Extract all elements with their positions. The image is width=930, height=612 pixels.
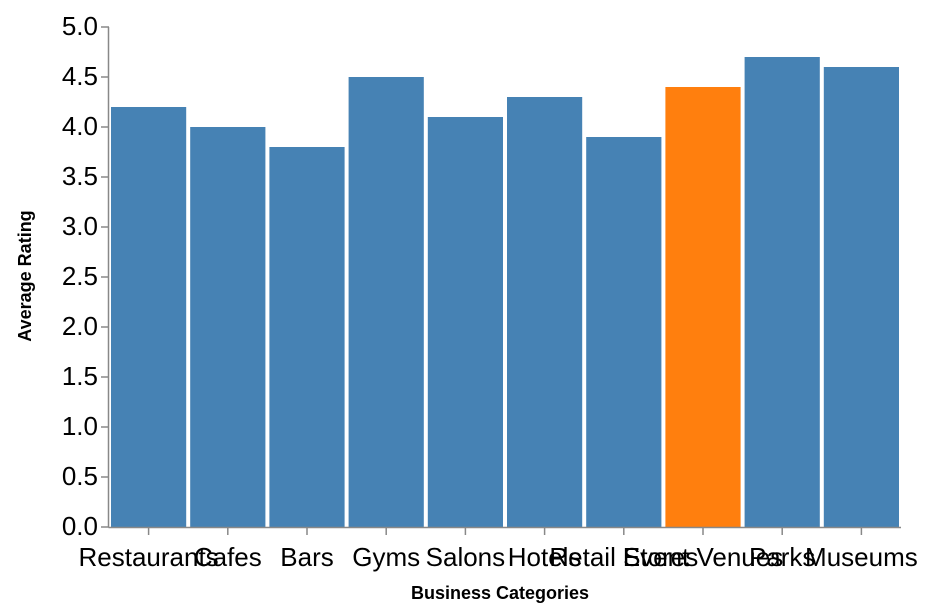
bar-bars xyxy=(269,147,345,527)
x-tick-label-event-venues: Event Venues xyxy=(623,542,783,572)
x-tick-label-hotels: Hotels xyxy=(508,542,582,572)
bar-restaurants xyxy=(111,107,187,527)
bar-gyms xyxy=(348,77,424,527)
x-tick-label-museums: Museums xyxy=(805,542,918,572)
x-tick-label-salons: Salons xyxy=(426,542,506,572)
bar-event-venues xyxy=(665,87,741,527)
y-tick-label: 5.0 xyxy=(62,11,98,41)
bar-salons xyxy=(427,117,503,527)
y-tick-label: 0.5 xyxy=(62,461,98,491)
y-axis: 0.0 0.5 1.0 1.5 2.0 2.5 3.0 3.5 4.0 4.5 5.0 xyxy=(62,11,110,541)
x-tick-label-bars: Bars xyxy=(280,542,333,572)
y-tick-label: 4.5 xyxy=(62,61,98,91)
y-axis-title: Average Rating xyxy=(15,210,35,341)
y-tick-label: 1.5 xyxy=(62,361,98,391)
x-tick-label-parks: Parks xyxy=(749,542,815,572)
bar-parks xyxy=(744,57,820,527)
bar-hotels xyxy=(507,97,583,527)
x-tick-label-gyms: Gyms xyxy=(352,542,420,572)
y-tick-label: 4.0 xyxy=(62,111,98,141)
y-tick-label: 3.0 xyxy=(62,211,98,241)
y-tick-label: 1.0 xyxy=(62,411,98,441)
bar-cafes xyxy=(190,127,266,527)
x-tick-label-retail-stores: Retail Stores xyxy=(549,542,698,572)
bar-museums xyxy=(823,67,899,527)
y-tick-label: 0.0 xyxy=(62,511,98,541)
x-axis-title: Business Categories xyxy=(411,583,589,603)
x-tick-label-restaurants: Restaurants xyxy=(79,542,219,572)
bars-group xyxy=(111,57,899,527)
bar-retail-stores xyxy=(586,137,662,527)
y-tick-label: 2.0 xyxy=(62,311,98,341)
y-tick-label: 2.5 xyxy=(62,261,98,291)
y-tick-label: 3.5 xyxy=(62,161,98,191)
x-tick-label-cafes: Cafes xyxy=(194,542,262,572)
